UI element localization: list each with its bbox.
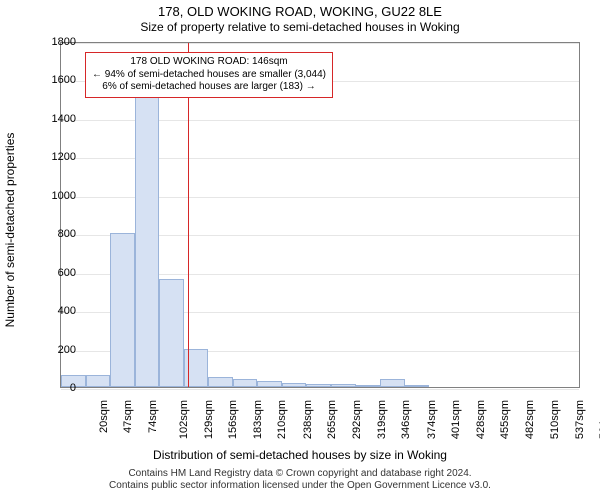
x-tick: 129sqm: [203, 400, 215, 439]
y-tick: 1000: [36, 190, 76, 202]
y-tick: 800: [36, 228, 76, 240]
x-tick: 428sqm: [475, 400, 487, 439]
histogram-bar: [110, 233, 135, 387]
x-tick: 292sqm: [351, 400, 363, 439]
x-tick: 156sqm: [228, 400, 240, 439]
histogram-bar: [380, 379, 405, 387]
gridline: [61, 43, 579, 44]
x-tick: 401sqm: [450, 400, 462, 439]
x-tick: 374sqm: [426, 400, 438, 439]
y-tick: 1800: [36, 36, 76, 48]
y-tick: 600: [36, 267, 76, 279]
histogram-bar: [356, 385, 381, 387]
attribution-line2: Contains public sector information licen…: [0, 480, 600, 492]
histogram-bar: [135, 87, 160, 387]
histogram-bar: [159, 279, 184, 387]
x-tick: 482sqm: [524, 400, 536, 439]
y-axis-label: Number of semi-detached properties: [3, 133, 17, 328]
chart-title-block: 178, OLD WOKING ROAD, WOKING, GU22 8LE S…: [0, 4, 600, 34]
histogram-bar: [405, 385, 430, 387]
annotation-line1: 178 OLD WOKING ROAD: 146sqm: [92, 56, 326, 69]
x-tick: 346sqm: [400, 400, 412, 439]
histogram-bar: [257, 381, 282, 387]
chart-title: 178, OLD WOKING ROAD, WOKING, GU22 8LE: [0, 4, 600, 19]
x-tick: 183sqm: [252, 400, 264, 439]
x-tick: 319sqm: [376, 400, 388, 439]
histogram-bar: [86, 375, 111, 387]
histogram-bar: [306, 384, 331, 387]
x-tick: 210sqm: [277, 400, 289, 439]
x-tick: 455sqm: [499, 400, 511, 439]
chart-subtitle: Size of property relative to semi-detach…: [0, 20, 600, 34]
x-tick: 265sqm: [327, 400, 339, 439]
attribution: Contains HM Land Registry data © Crown c…: [0, 468, 600, 492]
y-tick: 1200: [36, 151, 76, 163]
histogram-bar: [233, 379, 258, 387]
attribution-line1: Contains HM Land Registry data © Crown c…: [0, 468, 600, 480]
y-tick: 0: [36, 382, 76, 394]
histogram-bar: [331, 384, 356, 387]
histogram-bar: [208, 377, 233, 387]
x-tick: 238sqm: [302, 400, 314, 439]
x-tick: 20sqm: [98, 400, 110, 433]
x-tick: 537sqm: [574, 400, 586, 439]
x-tick: 47sqm: [122, 400, 134, 433]
histogram-bar: [282, 383, 307, 387]
annotation-box: 178 OLD WOKING ROAD: 146sqm ← 94% of sem…: [85, 52, 333, 98]
y-tick: 1600: [36, 74, 76, 86]
annotation-line3: 6% of semi-detached houses are larger (1…: [92, 81, 326, 94]
x-tick: 102sqm: [178, 400, 190, 439]
x-tick: 74sqm: [147, 400, 159, 433]
x-tick: 510sqm: [549, 400, 561, 439]
annotation-line2: ← 94% of semi-detached houses are smalle…: [92, 69, 326, 82]
gridline: [61, 389, 579, 390]
x-axis-label: Distribution of semi-detached houses by …: [0, 448, 600, 462]
y-tick: 400: [36, 305, 76, 317]
y-tick: 1400: [36, 113, 76, 125]
y-tick: 200: [36, 344, 76, 356]
